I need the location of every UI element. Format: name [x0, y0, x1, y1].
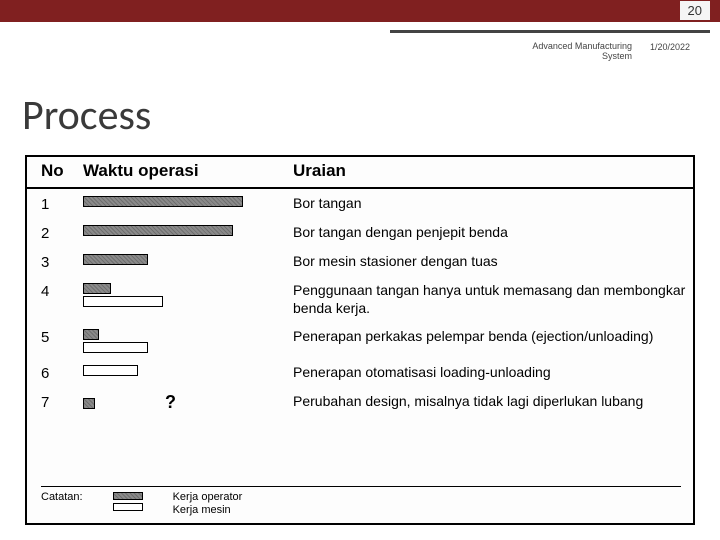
cell-no: 5 [27, 327, 77, 346]
table-row: 5 Penerapan perkakas pelempar benda (ejec… [27, 322, 693, 358]
operation-bar [83, 329, 99, 340]
cell-no: 4 [27, 281, 77, 300]
table-body: 1 Bor tangan 2 Bor tangan dengan penjepit b… [27, 189, 693, 418]
page-number: 20 [680, 1, 710, 20]
table-row: 3 Bor mesin stasioner dengan tuas [27, 247, 693, 276]
course-line-2: System [602, 51, 632, 61]
operation-bar [83, 196, 243, 207]
slide-date: 1/20/2022 [650, 42, 690, 62]
operation-bar [83, 254, 148, 265]
legend-bar-mesin [113, 503, 143, 511]
operation-bar [83, 283, 111, 294]
table-row: 1 Bor tangan [27, 189, 693, 218]
table-header-row: No Waktu operasi Uraian [27, 157, 693, 189]
legend-bars [113, 491, 143, 511]
cell-waktu: ? [77, 392, 287, 413]
cell-uraian: Perubahan design, misalnya tidak lagi di… [287, 392, 693, 410]
legend-bar-operator [113, 492, 143, 500]
cell-no: 6 [27, 363, 77, 382]
cell-no: 2 [27, 223, 77, 242]
table-row: 2 Bor tangan dengan penjepit benda [27, 218, 693, 247]
cell-uraian: Bor tangan [287, 194, 693, 212]
top-color-bar: 20 [0, 0, 720, 22]
table-row: 6 Penerapan otomatisasi loading-unloading [27, 358, 693, 387]
cell-no: 1 [27, 194, 77, 213]
header-uraian: Uraian [287, 161, 693, 181]
cell-waktu [77, 363, 287, 376]
operation-bar [83, 398, 95, 409]
table-legend: Catatan: Kerja operator Kerja mesin [41, 486, 681, 517]
legend-text: Kerja operator Kerja mesin [173, 491, 243, 517]
cell-uraian: Penerapan otomatisasi loading-unloading [287, 363, 693, 381]
legend-mesin: Kerja mesin [173, 504, 243, 517]
operation-bar [83, 225, 233, 236]
header-waktu: Waktu operasi [77, 161, 287, 181]
cell-no: 7 [27, 392, 77, 411]
course-line-1: Advanced Manufacturing [532, 41, 632, 51]
cell-uraian: Penerapan perkakas pelempar benda (eject… [287, 327, 693, 345]
header-meta: Advanced Manufacturing System 1/20/2022 [532, 42, 690, 62]
cell-waktu [77, 194, 287, 207]
slide-title: Process [22, 90, 151, 141]
cell-waktu [77, 327, 287, 353]
operation-bar [83, 365, 138, 376]
cell-waktu [77, 223, 287, 236]
cell-waktu [77, 281, 287, 307]
legend-operator: Kerja operator [173, 491, 243, 504]
header-no: No [27, 161, 77, 181]
header-underline [390, 30, 710, 33]
course-name: Advanced Manufacturing System [532, 42, 632, 62]
cell-uraian: Bor mesin stasioner dengan tuas [287, 252, 693, 270]
cell-no: 3 [27, 252, 77, 271]
question-mark: ? [95, 392, 176, 413]
process-table: No Waktu operasi Uraian 1 Bor tangan 2 Bor … [25, 155, 695, 525]
cell-uraian: Bor tangan dengan penjepit benda [287, 223, 693, 241]
table-row: 7? Perubahan design, misalnya tidak lagi … [27, 387, 693, 418]
legend-label: Catatan: [41, 491, 83, 503]
cell-uraian: Penggunaan tangan hanya untuk memasang d… [287, 281, 693, 317]
operation-bar [83, 342, 148, 353]
cell-waktu [77, 252, 287, 265]
operation-bar [83, 296, 163, 307]
table-row: 4 Penggunaan tangan hanya untuk memasang … [27, 276, 693, 322]
